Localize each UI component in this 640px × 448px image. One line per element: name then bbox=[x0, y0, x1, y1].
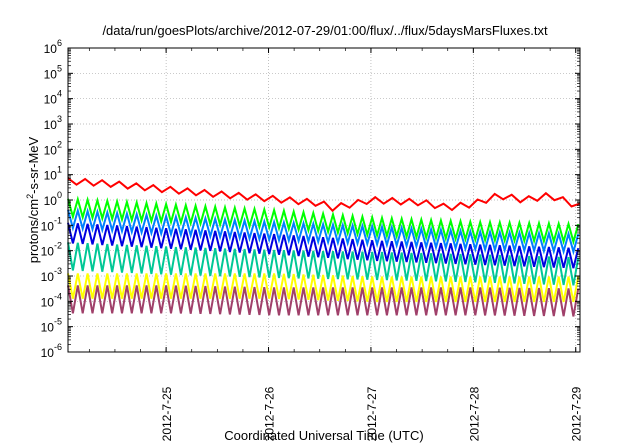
x-axis-label: Coordinated Universal Time (UTC) bbox=[224, 428, 423, 443]
x-tick-label: 2012-7-26 bbox=[263, 386, 277, 441]
x-tick-label: 2012-7-25 bbox=[160, 386, 174, 441]
chart-title: /data/run/goesPlots/archive/2012-07-29/0… bbox=[102, 23, 548, 38]
y-tick-label: 10-4 bbox=[41, 291, 62, 309]
x-tick-label: 2012-7-28 bbox=[467, 386, 481, 441]
y-tick-label: 102 bbox=[44, 139, 62, 157]
series-line bbox=[67, 177, 581, 213]
y-tick-label: 10-3 bbox=[41, 266, 62, 284]
y-tick-label: 10-6 bbox=[41, 342, 62, 360]
series-line bbox=[67, 222, 580, 269]
series-line bbox=[67, 195, 580, 246]
y-tick-label: 101 bbox=[44, 165, 62, 183]
y-tick-label: 103 bbox=[44, 114, 62, 132]
y-tick-label: 104 bbox=[44, 89, 62, 107]
series-group bbox=[67, 177, 581, 317]
x-tick-label: 2012-7-29 bbox=[570, 386, 584, 441]
y-tick-label: 106 bbox=[44, 38, 62, 56]
series-line bbox=[67, 242, 580, 286]
y-tick-label: 10-1 bbox=[41, 215, 62, 233]
y-tick-label: 10-5 bbox=[41, 317, 62, 335]
y-tick-label: 105 bbox=[44, 63, 62, 81]
series-line bbox=[67, 206, 580, 256]
x-axis: 2012-7-25 2012-7-26 2012-7-27 2012-7-28 2012… bbox=[88, 48, 584, 441]
y-tick-label: 100 bbox=[44, 190, 62, 208]
series-line bbox=[67, 285, 580, 317]
y-axis-label: protons/cm2-s-sr-MeV bbox=[25, 136, 41, 263]
y-axis: 10-6 10-5 10-4 10-3 10-2 10-1 100 101 102 103 104 1… bbox=[41, 38, 580, 360]
y-tick-label: 10-2 bbox=[41, 241, 62, 259]
series-line bbox=[67, 273, 580, 303]
x-tick-label: 2012-7-27 bbox=[365, 386, 379, 441]
